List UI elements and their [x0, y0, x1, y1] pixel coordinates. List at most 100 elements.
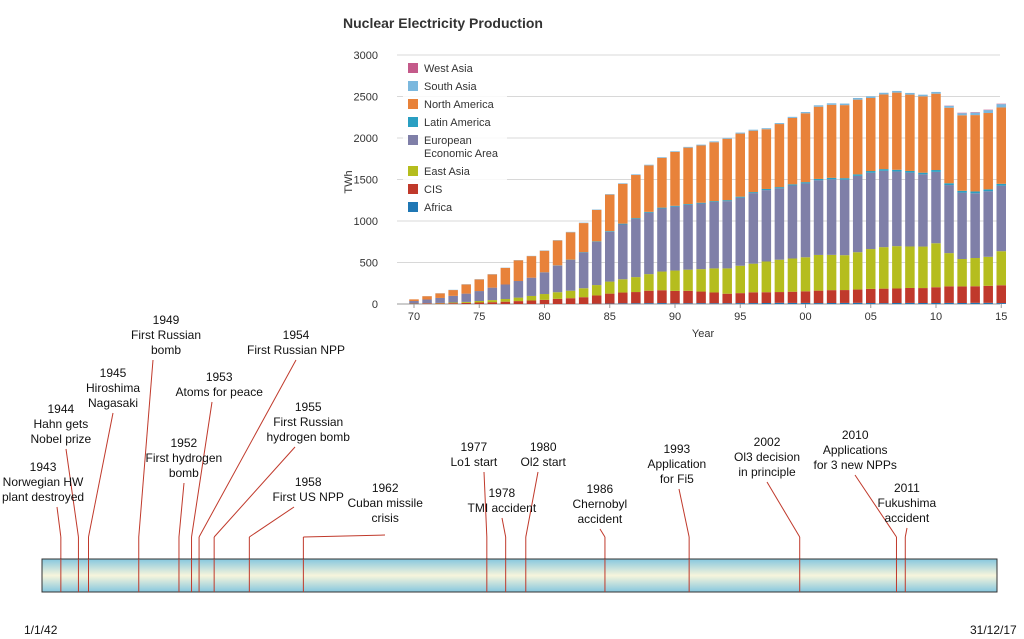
bar-africa-2004 — [852, 302, 863, 304]
bar-africa-1995 — [735, 303, 745, 304]
bar-latin-america-2012 — [957, 190, 967, 193]
bar-european-economic-area-1980 — [539, 272, 550, 295]
bar-cis-1999 — [787, 291, 798, 303]
bar-north-america-1984 — [591, 209, 602, 242]
bar-stack-2002 — [826, 103, 837, 304]
x-tick-label: 95 — [734, 311, 746, 323]
bar-european-economic-area-1995 — [735, 197, 745, 266]
bar-latin-america-2008 — [905, 170, 915, 173]
bar-cis-1996 — [748, 292, 759, 304]
x-tick-label: 75 — [473, 311, 485, 323]
bar-stack-2015 — [996, 103, 1006, 304]
bar-latin-america-2013 — [970, 191, 980, 194]
bar-stack-1980 — [539, 250, 550, 304]
bar-south-asia-1991 — [683, 146, 693, 148]
bar-stacks — [409, 90, 1006, 304]
bar-north-america-1989 — [657, 157, 667, 208]
bar-cis-1995 — [735, 293, 745, 304]
bar-latin-america-2010 — [931, 170, 941, 172]
bar-european-economic-area-2007 — [892, 171, 902, 247]
bar-north-america-2004 — [852, 99, 863, 175]
bar-cis-1980 — [539, 299, 550, 304]
bar-stack-1984 — [591, 209, 602, 304]
nuclear-production-chart: Nuclear Electricity Production 050010001… — [343, 15, 1007, 340]
bar-european-economic-area-1997 — [761, 190, 772, 262]
bar-european-economic-area-1978 — [513, 281, 524, 298]
bar-north-america-1986 — [618, 183, 628, 224]
bar-latin-america-1994 — [722, 200, 732, 202]
bar-north-america-2002 — [826, 104, 837, 178]
bar-latin-america-2007 — [892, 169, 902, 172]
chart-title: Nuclear Electricity Production — [343, 15, 543, 31]
bar-north-america-1975 — [474, 279, 484, 292]
bar-north-america-1996 — [748, 130, 759, 193]
legend-label-east-asia: East Asia — [424, 166, 471, 178]
bar-africa-2011 — [944, 302, 954, 304]
bar-east-asia-1984 — [591, 285, 602, 296]
y-axis-ticks: 0 500 1000 1500 2000 2500 3000 — [354, 50, 378, 311]
bar-east-asia-2006 — [879, 247, 889, 289]
bar-european-economic-area-1970 — [409, 301, 419, 304]
event-text-line: 1953 — [205, 370, 233, 384]
event-text-line: 1954 — [282, 328, 310, 342]
bar-european-economic-area-2014 — [983, 191, 993, 257]
bar-north-america-2015 — [996, 107, 1006, 184]
bar-european-economic-area-1982 — [565, 260, 576, 291]
event-text-line: for 3 new NPPs — [813, 458, 897, 472]
bar-latin-america-2011 — [944, 183, 954, 186]
bar-european-economic-area-1996 — [748, 193, 759, 264]
bar-cis-1974 — [461, 302, 471, 304]
bar-stack-1970 — [409, 299, 419, 304]
bar-latin-america-1986 — [618, 223, 628, 225]
bar-east-asia-2007 — [892, 246, 902, 289]
bar-european-economic-area-1993 — [709, 201, 719, 269]
bar-south-asia-1989 — [657, 157, 667, 158]
bar-africa-2008 — [905, 302, 915, 304]
event-text-line: Chernobyl — [572, 497, 628, 511]
bar-stack-2009 — [918, 94, 928, 304]
event-text-line: bomb — [168, 466, 199, 480]
leader-line-1977 — [483, 471, 488, 538]
bar-european-economic-area-2003 — [839, 179, 850, 256]
bar-africa-1997 — [761, 303, 772, 304]
bar-european-economic-area-1991 — [683, 204, 693, 270]
bar-south-asia-2001 — [813, 105, 824, 107]
bar-south-asia-1996 — [748, 129, 759, 131]
bar-north-america-1981 — [552, 240, 563, 266]
y-tick-label: 2500 — [354, 92, 378, 104]
event-label-1945: 1945 Hiroshima Nagasaki — [86, 366, 140, 411]
legend-label-north-america: North America — [424, 99, 495, 111]
bar-east-asia-2000 — [800, 257, 811, 292]
event-text-line: Lo1 start — [450, 455, 498, 469]
bar-european-economic-area-2001 — [813, 180, 824, 255]
leader-line-2002 — [766, 481, 801, 538]
bar-cis-1998 — [774, 292, 785, 303]
bar-cis-1978 — [513, 301, 524, 304]
bar-east-asia-1974 — [461, 301, 471, 303]
bar-stack-1992 — [696, 144, 706, 304]
bar-africa-1996 — [748, 303, 759, 304]
bar-east-asia-1997 — [761, 261, 772, 293]
bar-africa-2002 — [826, 303, 837, 304]
bar-stack-1979 — [526, 255, 537, 304]
leader-line-1986 — [599, 528, 606, 538]
bar-stack-2000 — [800, 112, 811, 304]
legend-background — [403, 58, 507, 218]
bar-european-economic-area-2009 — [918, 174, 928, 247]
event-text-line: Atoms for peace — [175, 385, 263, 399]
bar-stack-1995 — [735, 132, 745, 304]
bar-north-america-2014 — [983, 113, 993, 190]
leader-line-1980 — [525, 471, 539, 538]
bar-latin-america-2002 — [826, 177, 837, 180]
bar-latin-america-1999 — [787, 184, 798, 186]
bar-latin-america-1996 — [748, 192, 759, 194]
bar-east-asia-2008 — [905, 246, 915, 288]
legend-label-european-economic-area: European — [424, 135, 472, 147]
bar-africa-1994 — [722, 303, 732, 304]
bar-stack-1990 — [670, 151, 680, 304]
bar-stack-2006 — [879, 92, 889, 304]
event-text-line: bomb — [150, 343, 182, 357]
event-text-line: accident — [577, 512, 623, 526]
bar-european-economic-area-1988 — [644, 212, 654, 275]
bar-stack-1986 — [618, 183, 628, 304]
